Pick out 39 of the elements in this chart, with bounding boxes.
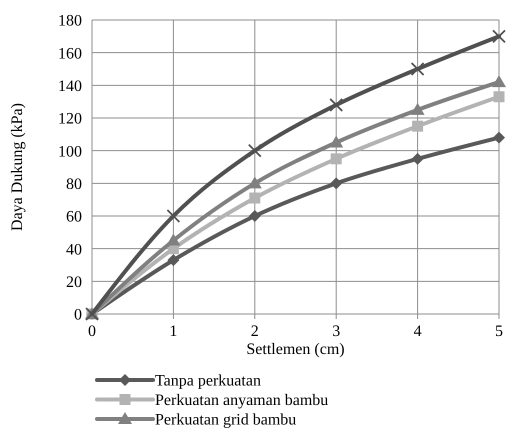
x-tick-label: 4 <box>414 323 422 340</box>
legend-label: Perkuatan anyaman bambu <box>155 392 328 410</box>
x-tick-label: 1 <box>169 323 178 340</box>
point <box>410 62 424 76</box>
y-tick-label: 60 <box>66 208 82 226</box>
y-tick-label: 20 <box>66 274 82 291</box>
point <box>492 75 506 88</box>
y-tick-label: 100 <box>58 143 82 160</box>
y-tick-label: 160 <box>58 45 82 62</box>
y-tick-label: 140 <box>58 78 82 95</box>
point <box>167 254 180 266</box>
y-tick-label: 0 <box>74 306 82 324</box>
point <box>329 98 344 112</box>
point <box>330 177 342 190</box>
x-tick-label: 0 <box>88 323 96 340</box>
legend-label: Perkuatan grid bambu <box>155 412 296 429</box>
x-tick-label: 5 <box>495 323 503 340</box>
point <box>492 29 506 44</box>
y-axis-title: Daya Dukung (kPa) <box>9 103 26 231</box>
point <box>330 153 342 164</box>
point <box>248 210 261 222</box>
point <box>248 144 262 158</box>
point <box>329 136 344 148</box>
x-axis-title: Settlemen (cm) <box>246 341 345 358</box>
point <box>494 91 504 102</box>
point <box>412 152 424 165</box>
point <box>410 102 425 115</box>
x-tick-label: 2 <box>250 323 259 340</box>
y-tick-label: 180 <box>58 12 82 30</box>
y-tick-label: 80 <box>66 176 82 193</box>
legend-label: Tanpa perkuatan <box>155 372 261 390</box>
point <box>166 209 180 223</box>
point <box>412 120 424 132</box>
point <box>249 192 260 204</box>
point <box>493 132 505 144</box>
point <box>166 234 180 246</box>
y-tick-label: 40 <box>66 241 82 258</box>
y-tick-label: 120 <box>58 110 82 128</box>
x-tick-label: 3 <box>332 323 340 340</box>
